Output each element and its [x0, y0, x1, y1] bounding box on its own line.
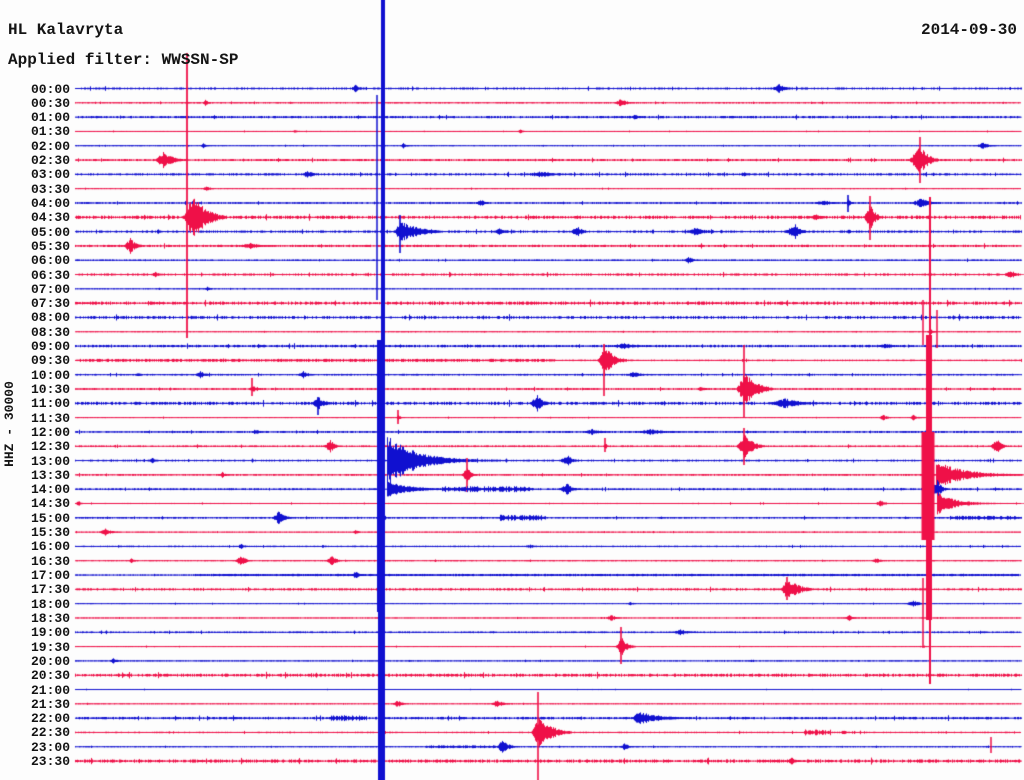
time-label: 04:30: [30, 210, 70, 226]
time-label: 02:00: [30, 138, 70, 154]
time-label: 11:30: [30, 410, 70, 426]
time-label: 08:00: [30, 310, 70, 326]
time-label: 21:00: [30, 682, 70, 698]
time-label: 03:30: [30, 181, 70, 197]
time-label: 12:30: [30, 439, 70, 455]
time-label: 18:30: [30, 610, 70, 626]
time-label: 09:30: [30, 353, 70, 369]
time-label: 13:30: [30, 467, 70, 483]
time-label: 22:30: [30, 725, 70, 741]
time-label: 07:00: [30, 281, 70, 297]
time-label: 12:00: [30, 424, 70, 440]
time-label: 14:00: [30, 482, 70, 498]
time-label: 18:00: [30, 596, 70, 612]
channel-scale-label: HHZ - 30000: [2, 381, 17, 467]
station-name: HL Kalavryta: [8, 21, 124, 39]
time-label: 06:30: [30, 267, 70, 283]
time-label: 20:00: [30, 653, 70, 669]
time-label: 01:00: [30, 110, 70, 126]
time-label: 05:00: [30, 224, 70, 240]
time-label: 13:00: [30, 453, 70, 469]
time-label: 22:00: [30, 711, 70, 727]
time-label: 11:00: [30, 396, 70, 412]
time-label: 23:00: [30, 739, 70, 755]
time-label: 10:30: [30, 382, 70, 397]
time-label: 17:00: [30, 568, 70, 584]
time-label: 17:30: [30, 582, 70, 598]
date-label: 2014-09-30: [920, 21, 1017, 39]
time-label: 21:30: [30, 696, 70, 712]
time-label: 19:30: [30, 639, 70, 655]
time-label: 03:00: [30, 167, 70, 183]
time-label: 15:00: [30, 510, 70, 526]
time-label: 16:30: [30, 553, 70, 569]
time-label: 01:30: [30, 124, 70, 140]
time-label: 16:00: [30, 539, 70, 555]
time-label: 05:30: [30, 238, 70, 254]
time-label: 20:30: [30, 668, 70, 684]
time-label: 07:30: [30, 296, 70, 312]
time-label: 23:30: [30, 754, 70, 770]
time-label: 02:30: [30, 153, 70, 169]
time-label: 10:00: [30, 367, 70, 383]
time-label: 08:30: [30, 324, 70, 340]
time-label: 06:00: [30, 253, 70, 269]
time-label: 14:30: [30, 496, 70, 512]
time-label: 00:00: [30, 81, 70, 97]
time-label: 00:30: [30, 95, 70, 111]
time-label: 09:00: [30, 339, 70, 355]
time-label: 19:00: [30, 625, 70, 641]
time-label: 15:30: [30, 525, 70, 541]
time-label: 04:00: [30, 195, 70, 211]
filter-label: Applied filter: WWSSN-SP: [8, 51, 239, 69]
